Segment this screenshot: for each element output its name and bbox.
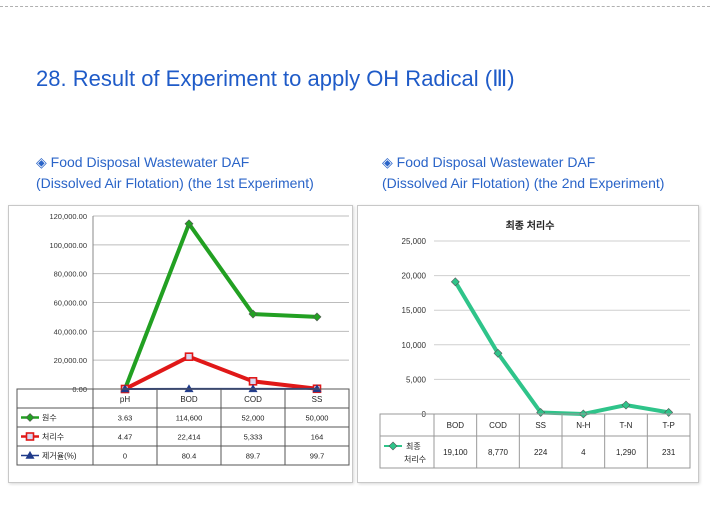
data-label: 99.7 bbox=[310, 452, 325, 461]
right-chart-subtitle: ◈ Food Disposal Wastewater DAF (Dissolve… bbox=[382, 152, 664, 194]
title-number: 28. bbox=[36, 66, 67, 91]
data-label: 19,100 bbox=[443, 448, 468, 457]
y-tick-label: 80,000.00 bbox=[54, 270, 87, 279]
legend-marker bbox=[25, 450, 35, 459]
y-tick-label: 25,000 bbox=[402, 237, 427, 246]
diamond-bullet-icon: ◈ bbox=[36, 154, 47, 170]
data-label: 89.7 bbox=[246, 452, 261, 461]
x-tick-label-cod: COD bbox=[244, 395, 262, 404]
y-tick-label: 40,000.00 bbox=[54, 327, 87, 336]
data-label: 4.47 bbox=[118, 433, 133, 442]
data-label: 224 bbox=[534, 448, 548, 457]
data-label: 4 bbox=[581, 448, 586, 457]
data-label: 8,770 bbox=[488, 448, 509, 457]
data-label: 164 bbox=[311, 433, 324, 442]
data-label: 80.4 bbox=[182, 452, 197, 461]
data-label: 114,600 bbox=[176, 414, 203, 423]
data-label: 50,000 bbox=[306, 414, 329, 423]
x-tick-label-cod: COD bbox=[489, 421, 507, 430]
y-tick-label: 60,000.00 bbox=[54, 299, 87, 308]
left-subtitle-line1: Food Disposal Wastewater DAF bbox=[50, 154, 250, 170]
data-table bbox=[379, 413, 691, 469]
series-line-1 bbox=[123, 221, 318, 390]
data-label: 52,000 bbox=[242, 414, 265, 423]
data-point bbox=[450, 277, 460, 287]
data-point bbox=[664, 407, 674, 417]
y-tick-label: 100,000.00 bbox=[49, 241, 87, 250]
legend-marker bbox=[25, 413, 35, 422]
data-point bbox=[312, 384, 322, 393]
data-point bbox=[184, 384, 194, 393]
y-tick-label: 20,000.00 bbox=[54, 356, 87, 365]
data-point bbox=[621, 400, 631, 410]
left-chart-subtitle: ◈ Food Disposal Wastewater DAF (Dissolve… bbox=[36, 152, 314, 194]
y-tick-label: 15,000 bbox=[402, 306, 427, 315]
data-label: 22,414 bbox=[178, 433, 201, 442]
diamond-bullet-icon: ◈ bbox=[382, 154, 393, 170]
legend-label: 처리수 bbox=[42, 433, 64, 442]
right-subtitle-line1: Food Disposal Wastewater DAF bbox=[396, 154, 596, 170]
data-label: 1,290 bbox=[616, 448, 637, 457]
series-line-2 bbox=[124, 354, 318, 391]
data-point bbox=[312, 312, 322, 322]
data-point bbox=[248, 377, 258, 386]
y-tick-label: 20,000 bbox=[402, 272, 427, 281]
data-point bbox=[493, 348, 503, 358]
y-tick-label: 120,000.00 bbox=[49, 212, 87, 221]
x-tick-label-t-n: T-N bbox=[620, 421, 633, 430]
right-subtitle-line2: (Dissolved Air Flotation) (the 2nd Exper… bbox=[382, 175, 665, 191]
data-label: 0 bbox=[123, 452, 127, 461]
y-tick-label: 10,000 bbox=[402, 341, 427, 350]
data-label: 3.63 bbox=[118, 414, 133, 423]
legend-label: 제거율(%) bbox=[42, 452, 77, 461]
data-point bbox=[248, 384, 258, 393]
data-point bbox=[248, 309, 258, 319]
legend-label-line2: 처리수 bbox=[404, 455, 426, 464]
legend-label: 원수 bbox=[42, 414, 57, 423]
data-label: 231 bbox=[662, 448, 676, 457]
x-tick-label-n-h: N-H bbox=[576, 421, 590, 430]
chart-panel-first-experiment: 0.00 20,000.00 40,000.00 60,000.00 80,000.00… bbox=[8, 205, 353, 483]
legend-marker bbox=[25, 432, 35, 441]
data-point bbox=[184, 352, 194, 361]
legend-marker bbox=[388, 441, 398, 451]
chart-title: 최종 처리수 bbox=[506, 219, 555, 232]
x-tick-label-t-p: T-P bbox=[662, 421, 674, 430]
legend-label-line1: 최종 bbox=[406, 441, 421, 451]
series-line-1 bbox=[453, 280, 670, 416]
x-tick-label-bod: BOD bbox=[180, 395, 198, 404]
top-dashed-divider bbox=[0, 6, 710, 7]
chart-panel-second-experiment: 최종 처리수 0 5,000 10,000 15,000 20,000 25,000 BOD C… bbox=[357, 205, 699, 483]
y-tick-label: 5,000 bbox=[406, 375, 427, 384]
title-text: Result of Experiment to apply OH Radical… bbox=[72, 66, 515, 91]
page-title: 28. Result of Experiment to apply OH Rad… bbox=[36, 66, 515, 92]
data-point bbox=[184, 219, 194, 229]
x-tick-label-ss: SS bbox=[312, 395, 323, 404]
x-tick-label-ss: SS bbox=[535, 421, 546, 430]
chart-first-experiment: 0.0020,000.0040,000.0060,000.0080,000.00… bbox=[16, 212, 350, 466]
left-subtitle-line2: (Dissolved Air Flotation) (the 1st Exper… bbox=[36, 175, 314, 191]
x-tick-label-ph: pH bbox=[120, 395, 130, 404]
x-tick-label-bod: BOD bbox=[447, 421, 465, 430]
data-label: 5,333 bbox=[244, 433, 263, 442]
